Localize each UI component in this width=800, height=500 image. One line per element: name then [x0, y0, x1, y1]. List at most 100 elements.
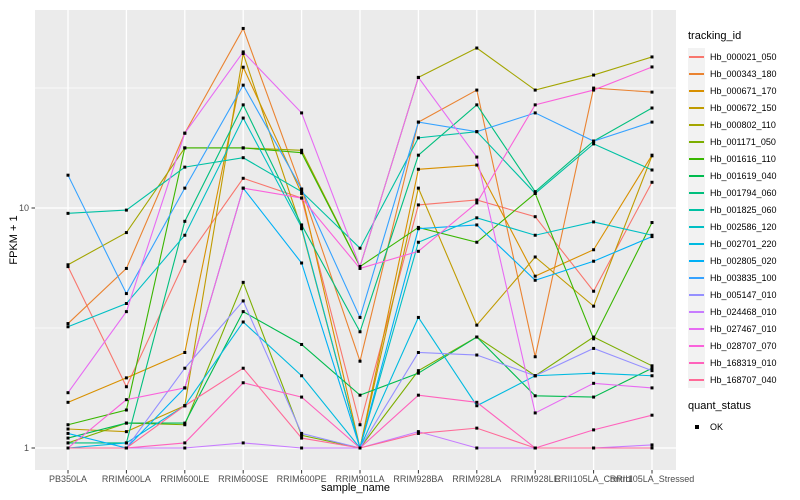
data-point: [650, 386, 654, 390]
data-point: [183, 421, 187, 425]
data-point: [66, 263, 70, 267]
legend-entry[interactable]: Hb_024468_010: [688, 303, 800, 320]
data-point: [241, 310, 245, 314]
data-point: [300, 433, 304, 437]
data-point: [592, 395, 596, 399]
data-point: [533, 278, 537, 282]
data-point: [300, 187, 304, 191]
legend-label: Hb_168319_010: [710, 357, 777, 368]
data-point: [475, 240, 479, 244]
data-point: [358, 266, 362, 270]
legend-entry[interactable]: Hb_001794_060: [688, 184, 800, 201]
data-point: [650, 443, 654, 447]
data-point: [358, 265, 362, 269]
data-point: [241, 52, 245, 56]
data-point: [533, 411, 537, 415]
legend-entry[interactable]: Hb_000672_150: [688, 99, 800, 116]
legend-key-line-icon: [688, 116, 705, 133]
x-tick-label: RRIM600LE: [160, 474, 209, 484]
data-point: [533, 88, 537, 92]
legend-key-line-icon: [688, 82, 705, 99]
legend-entry[interactable]: Hb_002586_120: [688, 218, 800, 235]
data-point: [475, 353, 479, 357]
legend-entry[interactable]: Hb_001619_040: [688, 167, 800, 184]
data-point: [358, 330, 362, 334]
legend: tracking_id Hb_000021_050 Hb_000343_180 Hb…: [688, 30, 800, 435]
data-point: [183, 259, 187, 263]
legend-entry[interactable]: Hb_000343_180: [688, 65, 800, 82]
data-point: [533, 446, 537, 450]
legend-label: OK: [710, 421, 724, 432]
legend-entry[interactable]: Hb_003835_100: [688, 269, 800, 286]
data-point: [592, 337, 596, 341]
legend-entry[interactable]: Hb_000802_110: [688, 116, 800, 133]
data-point: [183, 233, 187, 237]
legend-label: Hb_000802_110: [710, 119, 776, 130]
data-point: [533, 233, 537, 237]
data-point: [650, 364, 654, 368]
legend-entry[interactable]: Hb_000021_050: [688, 48, 800, 65]
data-point: [183, 165, 187, 169]
data-point: [475, 216, 479, 220]
legend-entry[interactable]: Hb_001825_060: [688, 201, 800, 218]
data-point: [533, 190, 537, 194]
data-point: [592, 428, 596, 432]
legend-entry[interactable]: Hb_027467_010: [688, 320, 800, 337]
data-point: [475, 201, 479, 205]
legend-entry[interactable]: Hb_002701_220: [688, 235, 800, 252]
data-point: [300, 191, 304, 195]
data-point: [124, 208, 128, 212]
data-point: [241, 65, 245, 69]
data-point: [124, 302, 128, 306]
data-point: [358, 359, 362, 363]
legend-entry[interactable]: Hb_001616_110: [688, 150, 800, 167]
legend-title-tracking-id: tracking_id: [688, 30, 742, 42]
data-point: [124, 430, 128, 434]
legend-key-line-icon: [688, 320, 705, 337]
data-point: [416, 136, 420, 140]
data-point: [650, 120, 654, 124]
legend-entry[interactable]: Hb_168707_040: [688, 371, 800, 388]
data-point: [416, 249, 420, 253]
legend-entry[interactable]: Hb_001171_050: [688, 133, 800, 150]
x-tick-label: RRII105LA_Stressed: [610, 474, 695, 484]
data-point: [124, 231, 128, 235]
data-point: [124, 292, 128, 296]
data-point: [416, 315, 420, 319]
legend-key-line-icon: [688, 235, 705, 252]
data-point: [241, 176, 245, 180]
data-point: [300, 436, 304, 440]
data-point: [124, 376, 128, 380]
data-point: [475, 198, 479, 202]
legend-entry[interactable]: Hb_005147_010: [688, 286, 800, 303]
legend-label: Hb_000343_180: [710, 68, 777, 79]
data-point: [650, 168, 654, 172]
data-point: [241, 280, 245, 284]
data-point: [300, 261, 304, 265]
legend-entry[interactable]: Hb_000671_170: [688, 82, 800, 99]
data-point: [416, 393, 420, 397]
data-point: [124, 310, 128, 314]
data-point: [358, 446, 362, 450]
data-point: [183, 446, 187, 450]
data-point: [241, 26, 245, 30]
data-point: [66, 436, 70, 440]
legend-entry[interactable]: Hb_028707_070: [688, 337, 800, 354]
data-point: [66, 441, 70, 445]
data-point: [650, 413, 654, 417]
legend-entry[interactable]: Hb_168319_010: [688, 354, 800, 371]
legend-key-line-icon: [688, 48, 705, 65]
data-point: [475, 223, 479, 227]
legend-title-quant-status: quant_status: [688, 400, 751, 412]
data-point: [416, 430, 420, 434]
legend-entry[interactable]: Hb_002805_020: [688, 252, 800, 269]
data-point: [241, 146, 245, 150]
legend-entry-quant-ok[interactable]: OK: [688, 418, 800, 435]
data-point: [533, 103, 537, 107]
data-point: [475, 426, 479, 430]
data-point: [533, 274, 537, 278]
data-point: [241, 320, 245, 324]
plot-panel: [35, 10, 676, 470]
legend-key-line-icon: [688, 286, 705, 303]
